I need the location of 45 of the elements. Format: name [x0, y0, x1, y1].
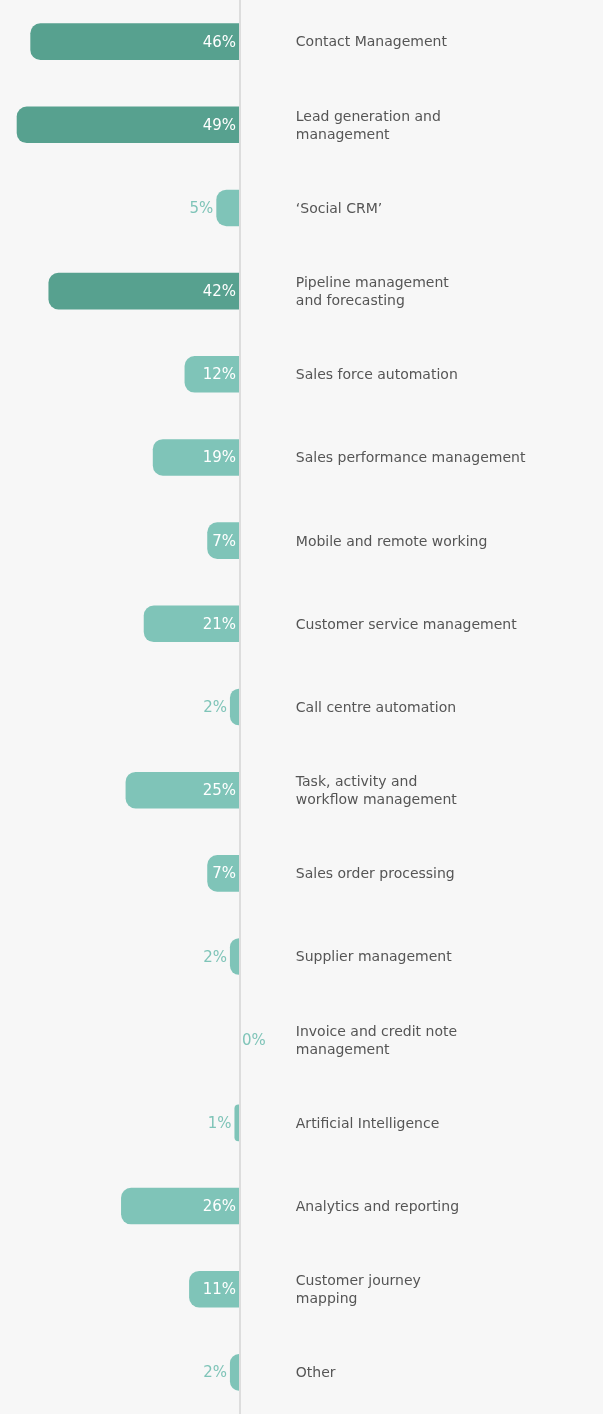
y-tick-label: Task, activity and workflow management — [294, 772, 458, 808]
data-label: 2% — [203, 1363, 227, 1382]
data-label: 5% — [189, 198, 214, 217]
data-label: 19% — [202, 448, 236, 467]
bar — [234, 1104, 239, 1142]
y-tick-label: Other — [295, 1364, 336, 1381]
bar — [16, 106, 239, 144]
y-tick-label: Customer service management — [295, 615, 518, 632]
y-tick-label: Analytics and reporting — [295, 1197, 460, 1214]
y-tick-label: Supplier management — [295, 948, 453, 965]
data-label: 26% — [202, 1197, 236, 1216]
bar — [216, 189, 239, 227]
y-tick-label: Sales order processing — [295, 865, 455, 882]
data-label: 21% — [202, 614, 236, 633]
bar — [143, 605, 239, 643]
data-label: 2% — [203, 698, 227, 716]
y-tick-label: Artificial Intelligence — [295, 1114, 440, 1131]
y-tick-label: Pipeline management and forecasting — [295, 273, 450, 309]
y-tick-label: Contact Management — [295, 33, 448, 50]
bar — [121, 1187, 239, 1225]
y-tick-label: ‘Social CRM’ — [295, 199, 383, 216]
y-tick-label: Customer journey mapping — [295, 1272, 421, 1307]
data-label: 49% — [202, 115, 236, 134]
data-label: 0% — [242, 1030, 266, 1049]
data-label: 12% — [202, 365, 236, 384]
y-tick-label: Sales force automation — [295, 366, 458, 383]
data-label: 2% — [203, 947, 227, 966]
data-label: 7% — [212, 531, 236, 550]
data-label: 11% — [202, 1280, 236, 1299]
bar — [184, 356, 239, 393]
bar — [152, 439, 239, 476]
bar — [30, 23, 239, 60]
y-tick-label: Mobile and remote working — [295, 532, 488, 549]
data-label: 7% — [212, 864, 236, 883]
bar — [48, 272, 239, 310]
data-label: 25% — [202, 781, 236, 800]
y-tick-label: Invoice and credit note management — [295, 1022, 458, 1057]
y-tick-label: Lead generation and management — [295, 107, 441, 142]
y-tick-label: Sales performance management — [295, 449, 526, 466]
bar — [125, 771, 239, 809]
data-label: 1% — [207, 1113, 232, 1132]
data-label: 46% — [202, 32, 236, 51]
bar — [189, 1270, 239, 1308]
y-tick-label: Call centre automation — [295, 698, 457, 715]
data-label: 42% — [202, 282, 236, 301]
